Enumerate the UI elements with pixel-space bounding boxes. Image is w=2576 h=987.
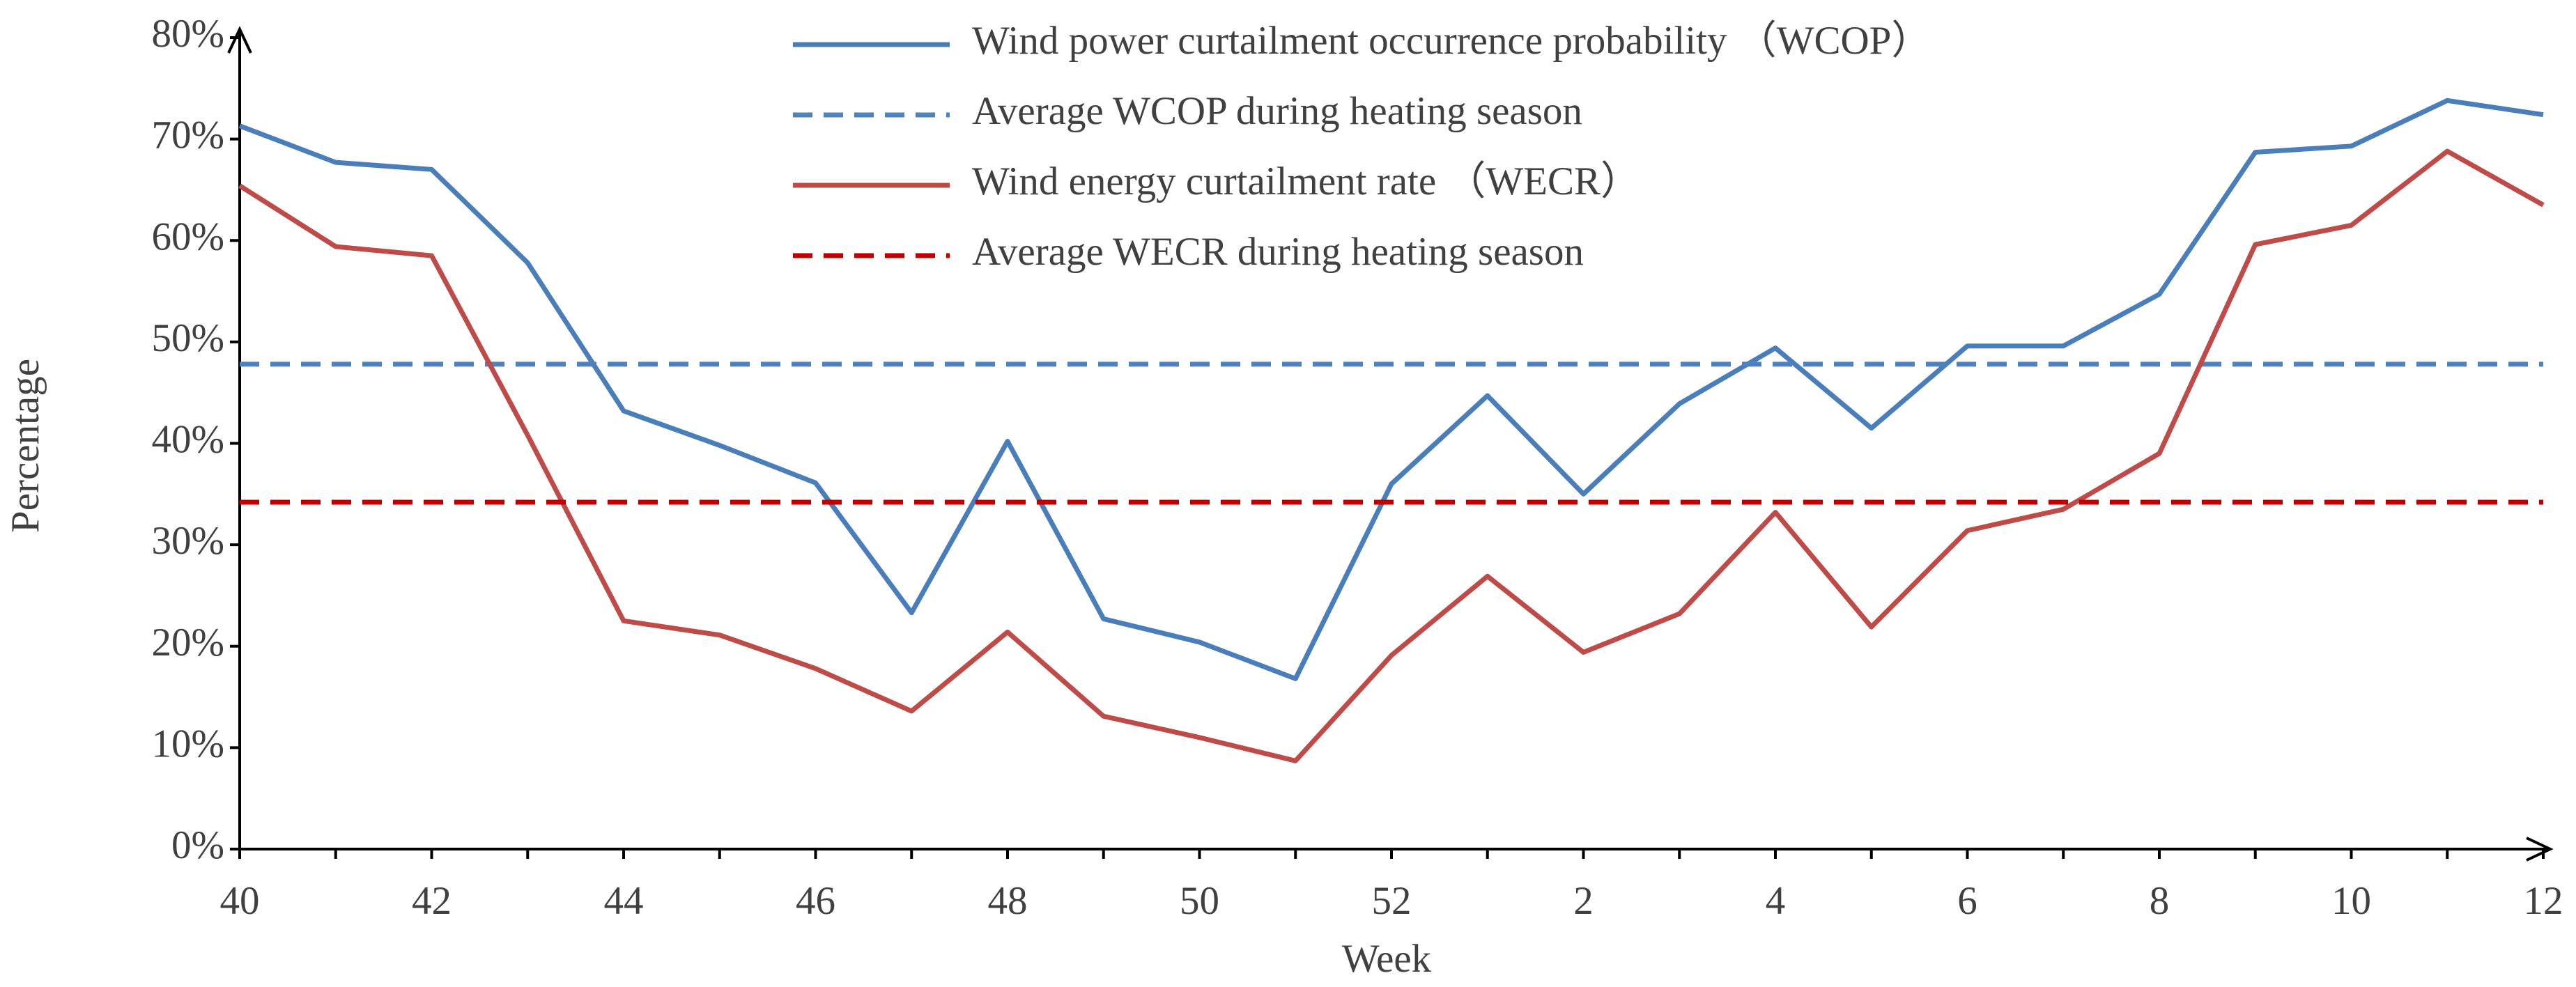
y-tick-label: 60% [152, 215, 224, 258]
y-tick-label: 0% [171, 823, 224, 867]
x-tick-label: 48 [988, 879, 1028, 923]
series-line [238, 148, 2545, 763]
x-tick-label: 52 [1372, 879, 1412, 923]
y-tick-label: 80% [152, 12, 224, 56]
legend-label: Wind power curtailment occurrence probab… [972, 19, 1931, 63]
legend-label: Average WCOP during heating season [972, 89, 1582, 133]
legend-label: Average WECR during heating season [972, 230, 1584, 274]
y-tick-label: 30% [152, 519, 224, 563]
x-tick-label: 50 [1180, 879, 1219, 923]
x-axis-arrow [2526, 837, 2554, 862]
y-tick-label: 50% [152, 316, 224, 360]
legend-label: Wind energy curtailment rate （WECR） [972, 160, 1640, 203]
y-tick-label: 40% [152, 418, 224, 462]
x-tick-label: 6 [1957, 879, 1977, 923]
x-tick-label: 46 [796, 879, 835, 923]
y-axis-label: Percentage [3, 359, 47, 533]
x-tick-label: 40 [220, 879, 260, 923]
x-tick-label: 2 [1573, 879, 1594, 923]
x-tick-label: 4 [1766, 879, 1786, 923]
x-tick-label: 8 [2150, 879, 2170, 923]
y-axis-arrow [227, 26, 252, 54]
x-axis-label: Week [1342, 937, 1432, 981]
y-tick-label: 70% [152, 114, 224, 157]
x-tick-label: 12 [2524, 879, 2563, 923]
y-tick-label: 20% [152, 621, 224, 665]
x-tick-label: 10 [2331, 879, 2371, 923]
series-line [238, 98, 2544, 681]
x-tick-label: 44 [604, 879, 644, 923]
x-tick-label: 42 [412, 879, 452, 923]
y-tick-label: 10% [152, 722, 224, 765]
